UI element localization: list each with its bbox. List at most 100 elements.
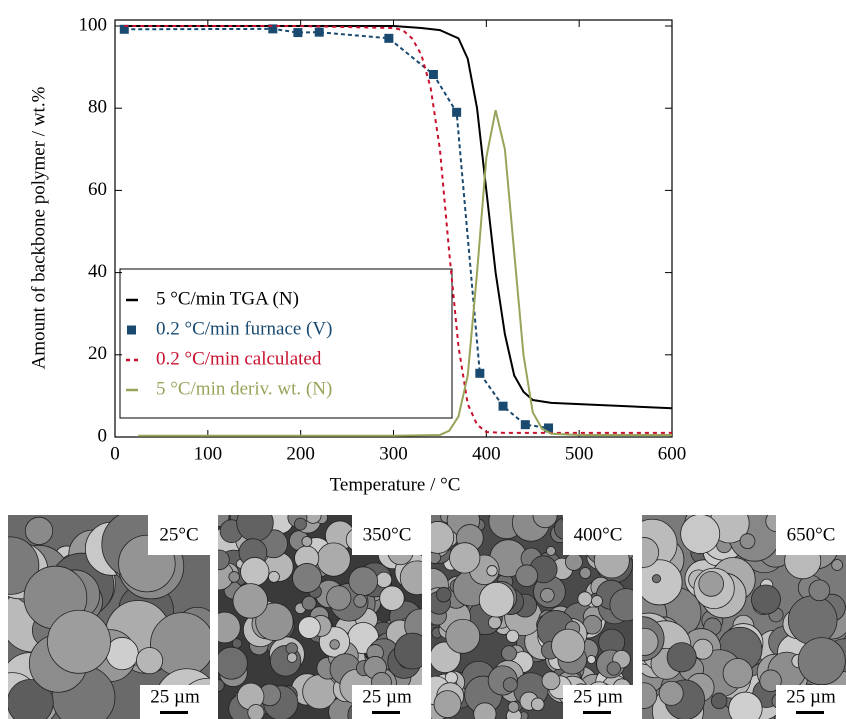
sem-particle	[8, 679, 54, 719]
sem-particle	[507, 701, 520, 713]
y-tick-label: 100	[79, 14, 108, 35]
scale-bar	[583, 711, 611, 714]
series-line	[124, 25, 673, 410]
sem-particle	[255, 602, 294, 641]
sem-particle	[488, 615, 502, 630]
sem-particle	[658, 680, 684, 706]
sem-particle	[739, 533, 756, 550]
sem-particle	[445, 618, 481, 654]
sem-particle	[326, 585, 352, 611]
legend-label: 0.2 °C/min furnace (V)	[156, 318, 332, 339]
sem-image	[642, 515, 846, 719]
legend-symbol	[127, 325, 136, 335]
panel-label-bg	[352, 515, 422, 555]
sem-particle	[348, 566, 379, 596]
sem-particle	[232, 583, 268, 619]
sem-particle	[651, 574, 662, 584]
sem-particle	[228, 571, 240, 583]
sem-particle	[530, 697, 545, 712]
sem-particle	[532, 515, 558, 529]
data-point	[384, 33, 394, 43]
sem-particle	[506, 629, 520, 643]
x-tick-label: 400	[472, 443, 501, 464]
sem-particle	[379, 585, 405, 611]
sem-particle	[551, 628, 586, 663]
sem-particle	[353, 594, 367, 608]
data-point	[520, 420, 530, 430]
sem-particle	[399, 560, 422, 596]
series-line	[124, 25, 672, 434]
sem-particle	[304, 515, 322, 524]
sem-particle	[564, 552, 583, 571]
legend-label: 0.2 °C/min calculated	[156, 348, 322, 369]
sem-particle	[501, 645, 517, 662]
sem-particle	[218, 515, 230, 527]
sem-particle	[722, 658, 753, 689]
sem-particle	[435, 586, 452, 603]
legend-label: 5 °C/min deriv. wt. (N)	[156, 378, 332, 399]
data-point	[268, 24, 278, 34]
panel-label: 650°C	[787, 524, 836, 545]
panel-label: 25°C	[159, 524, 198, 545]
sem-particle	[473, 702, 497, 719]
sem-particle	[301, 595, 317, 611]
sem-particle	[577, 591, 593, 607]
y-tick-label: 40	[88, 261, 107, 282]
sem-particle	[586, 655, 596, 664]
legend-box	[119, 268, 453, 419]
sem-particle	[394, 632, 422, 670]
data-point	[475, 368, 485, 378]
scale-bar	[796, 711, 824, 714]
sem-particle	[218, 611, 241, 644]
data-point	[452, 107, 462, 117]
sem-particle	[218, 549, 230, 571]
sem-particle	[236, 515, 274, 542]
scale-bar-label: 25 µm	[150, 686, 200, 707]
sem-particle	[642, 682, 658, 709]
sem-particle	[541, 671, 561, 691]
sem-particle	[135, 647, 164, 675]
y-tick-label: 0	[98, 425, 108, 446]
sem-particle	[478, 581, 515, 618]
sem-particle	[24, 516, 54, 545]
sem-particle	[642, 537, 660, 568]
sem-particle	[316, 542, 351, 577]
sem-particle	[808, 579, 831, 602]
panel-label: 350°C	[363, 524, 412, 545]
sem-particle	[666, 642, 697, 673]
sem-particle	[751, 584, 781, 615]
sem-particle	[302, 674, 338, 710]
y-tick-label: 60	[88, 179, 107, 200]
sem-particle	[579, 567, 592, 579]
x-tick-label: 0	[110, 443, 120, 464]
sem-particle	[642, 559, 683, 606]
sem-particle	[515, 564, 538, 587]
sem-particle	[218, 679, 225, 692]
sem-particle	[268, 570, 280, 583]
sem-particle	[787, 595, 838, 646]
scale-bar-label: 25 µm	[573, 686, 623, 707]
data-point	[428, 69, 438, 79]
sem-particle	[728, 691, 763, 719]
series-line	[138, 110, 672, 437]
panel-label-bg	[776, 515, 846, 555]
panel-label-bg	[148, 515, 210, 555]
sem-particle	[606, 661, 621, 676]
sem-particle	[831, 559, 844, 571]
panel-label-bg	[563, 515, 633, 555]
sem-particle	[240, 557, 270, 587]
sem-particle	[797, 637, 846, 686]
sem-particle	[546, 546, 556, 556]
scale-bar	[160, 711, 188, 714]
sem-particle	[609, 588, 633, 622]
sem-particle	[297, 616, 321, 639]
sem-particle	[486, 565, 498, 577]
sem-particle	[301, 536, 313, 547]
sem-particle	[591, 595, 603, 607]
sem-particle	[47, 609, 111, 674]
sem-particle	[292, 563, 322, 593]
data-point	[314, 27, 324, 37]
sem-particle	[680, 515, 721, 554]
y-axis-label: Amount of backbone polymer / wt.%	[28, 86, 49, 369]
